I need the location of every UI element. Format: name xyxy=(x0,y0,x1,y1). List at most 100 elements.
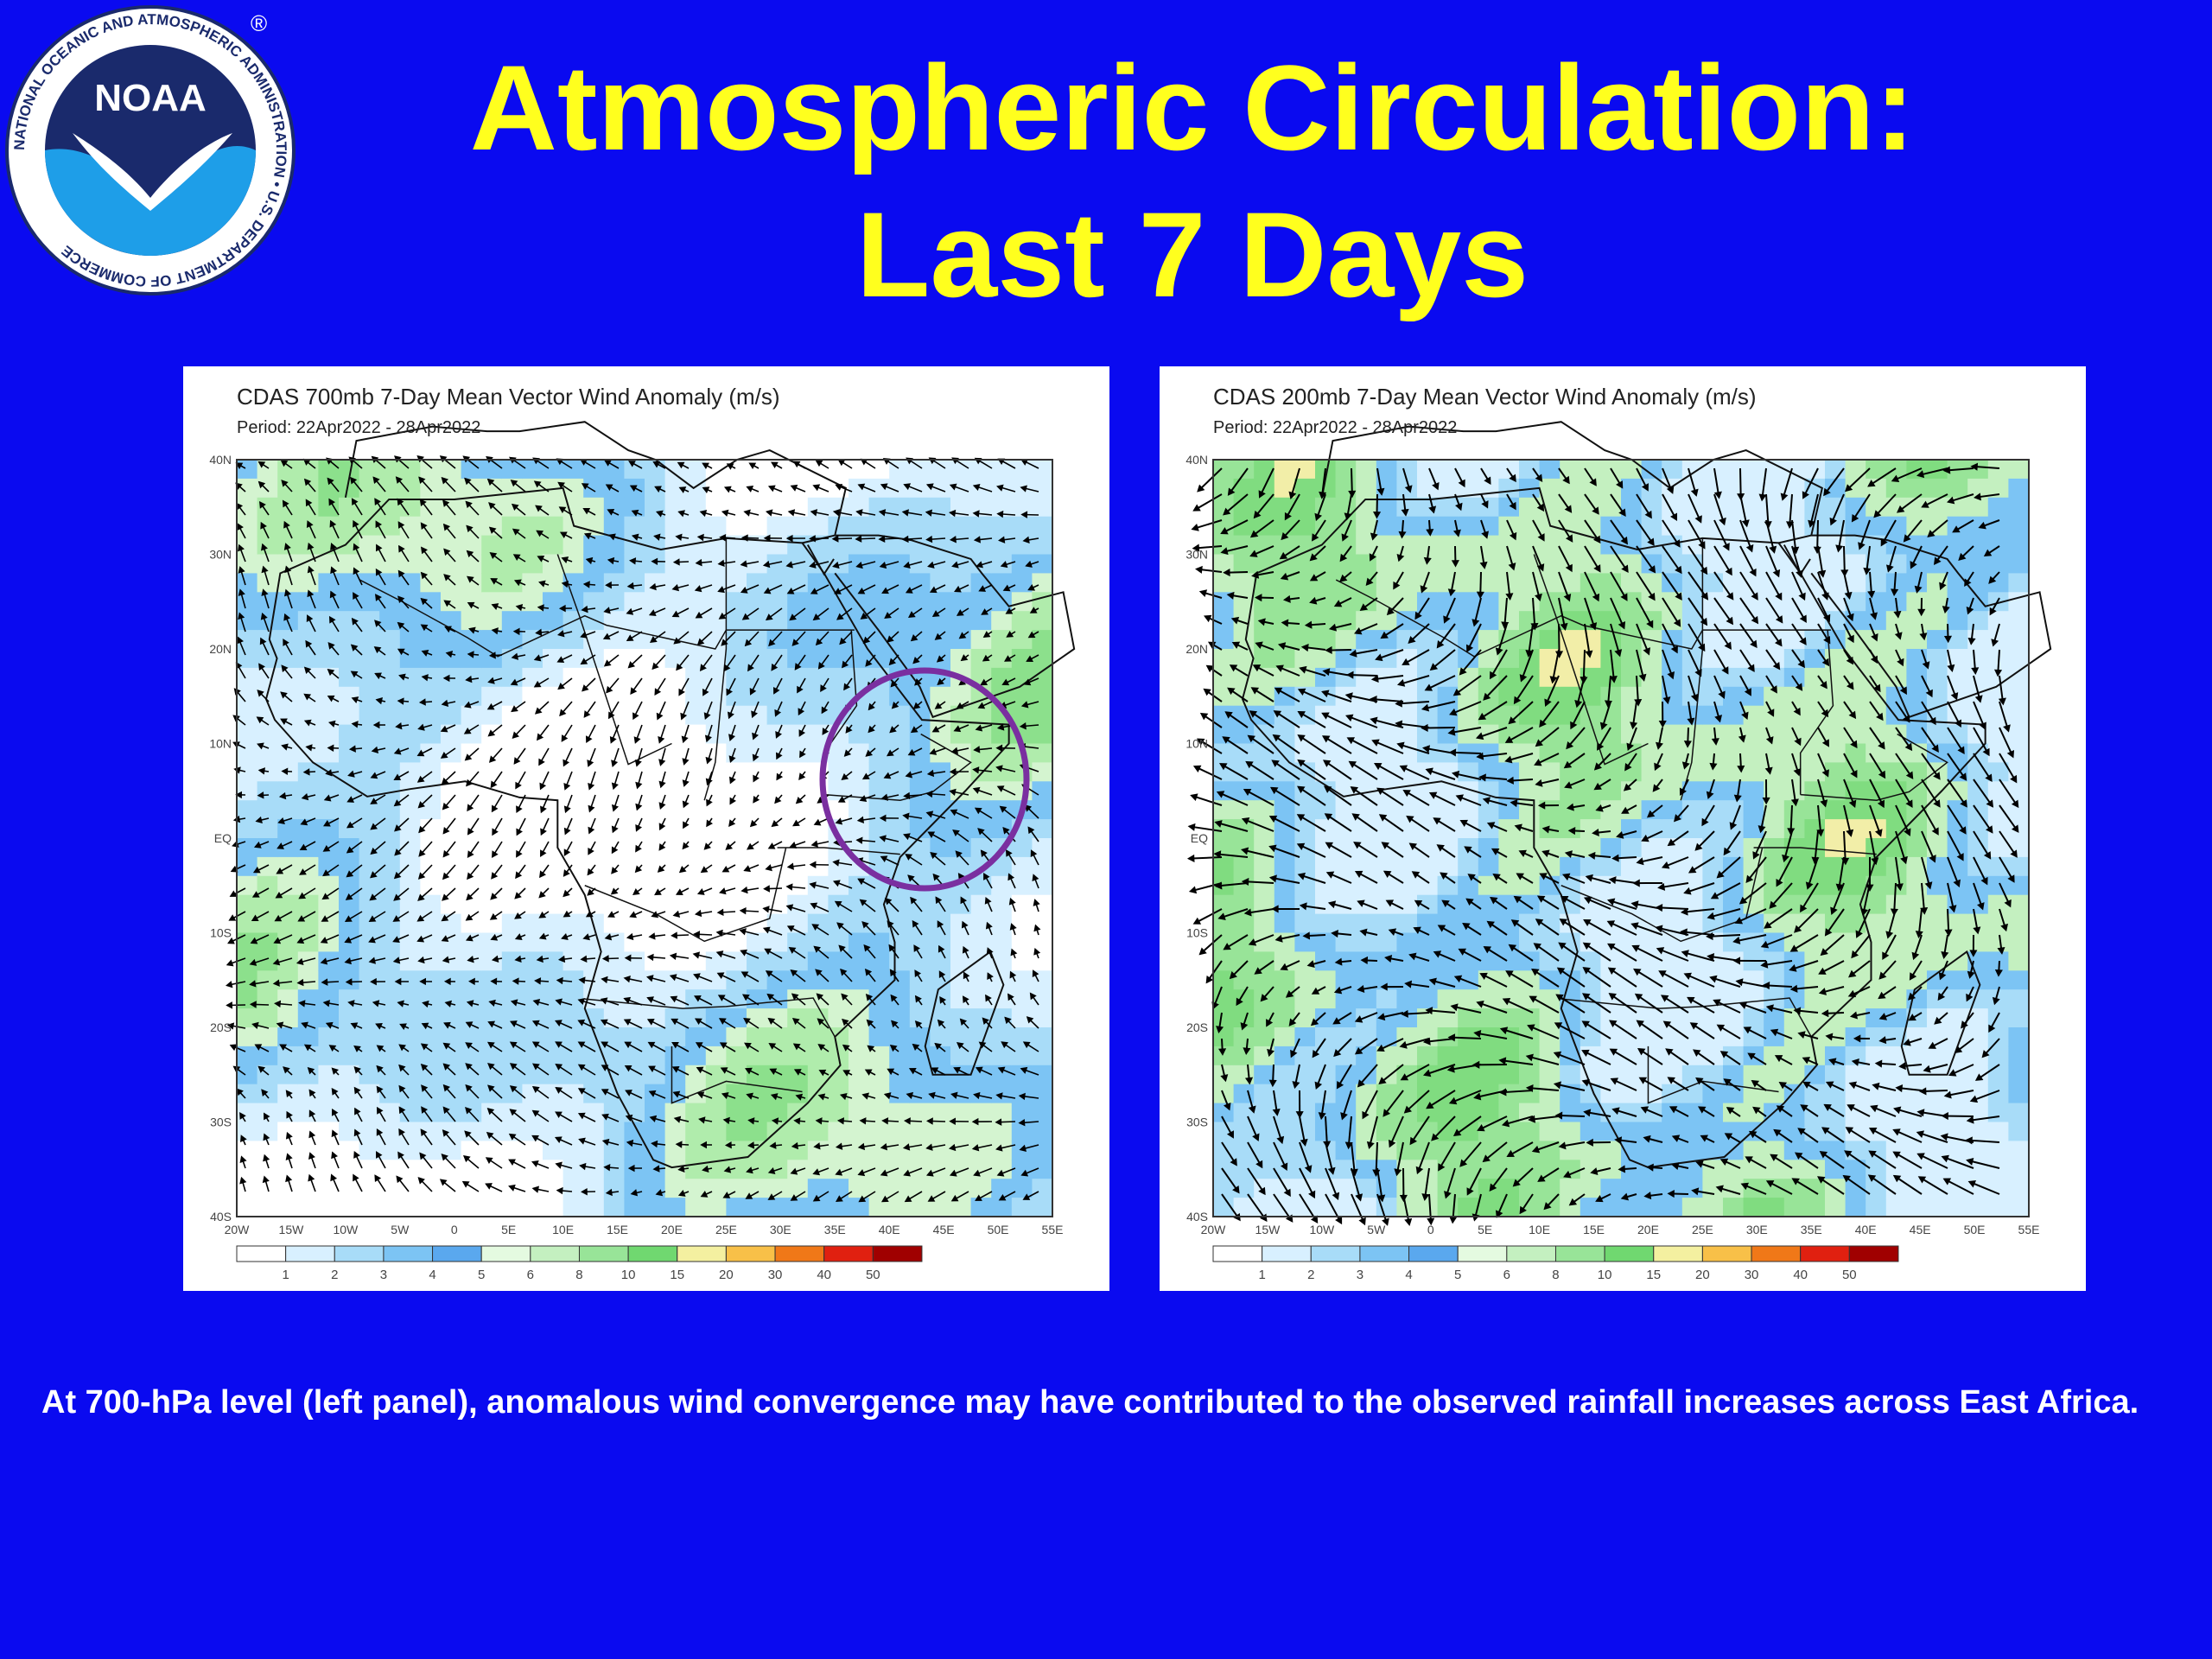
colorbar-swatch xyxy=(872,1245,923,1262)
lon-tick-label: 25E xyxy=(715,1223,737,1236)
lat-tick-label: 40N xyxy=(1185,453,1208,467)
lon-tick-label: 10E xyxy=(552,1223,574,1236)
lon-tick-label: 30E xyxy=(1746,1223,1768,1236)
lat-tick-label: 40S xyxy=(210,1210,232,1224)
panel-title-200mb: CDAS 200mb 7-Day Mean Vector Wind Anomal… xyxy=(1213,384,1757,410)
colorbar-label: 20 xyxy=(719,1268,734,1282)
lon-tick-label: 5E xyxy=(1478,1223,1492,1236)
lon-tick-label: 5W xyxy=(391,1223,410,1236)
colorbar-swatch xyxy=(383,1245,434,1262)
noaa-logo: NOAA NATIONAL OCEANIC AND ATMOSPHERIC AD… xyxy=(3,3,297,297)
colorbar-swatch xyxy=(677,1245,727,1262)
lat-tick-label: 10N xyxy=(209,737,232,751)
colorbar-swatch xyxy=(1604,1245,1655,1262)
panel-title-700mb: CDAS 700mb 7-Day Mean Vector Wind Anomal… xyxy=(237,384,780,410)
colorbar-label: 1 xyxy=(282,1268,289,1282)
colorbar-swatch xyxy=(334,1245,385,1262)
colorbar-swatch xyxy=(627,1245,678,1262)
panel-period-700mb: Period: 22Apr2022 - 28Apr2022 xyxy=(237,418,481,437)
lon-tick-label: 45E xyxy=(933,1223,955,1236)
lat-tick-label: 30S xyxy=(210,1116,232,1129)
slide-caption: At 700-hPa level (left panel), anomalous… xyxy=(41,1384,2139,1421)
lon-tick-label: 35E xyxy=(824,1223,846,1236)
colorbar-label: 2 xyxy=(331,1268,338,1282)
colorbar: 1 2 3 4 5 6 8 10 15 20 30 40 50 xyxy=(236,1245,923,1282)
lon-tick-label: 0 xyxy=(1427,1223,1434,1236)
lon-tick-label: 5W xyxy=(1367,1223,1386,1236)
lat-tick-label: 30N xyxy=(209,548,232,562)
map-200mb: 40N 30N 20N 10N EQ 10S 20S 30S 40S 20W 15W 10W 5W 0 5E… xyxy=(1160,366,2086,1291)
lon-tick-label: 50E xyxy=(1964,1223,1986,1236)
title-line-2: Last 7 Days xyxy=(855,187,1529,322)
lat-tick-label: 40N xyxy=(209,453,232,467)
map-frame xyxy=(1212,459,2030,1217)
lon-tick-label: 10W xyxy=(333,1223,359,1236)
lon-tick-label: 35E xyxy=(1801,1223,1822,1236)
colorbar-swatch xyxy=(530,1245,580,1262)
colorbar-label: 50 xyxy=(866,1268,880,1282)
colorbar-label: 40 xyxy=(1793,1268,1808,1282)
colorbar-label: 1 xyxy=(1258,1268,1265,1282)
colorbar-label: 15 xyxy=(670,1268,684,1282)
title-line-1: Atmospheric Circulation: xyxy=(469,40,1916,175)
colorbar-label: 30 xyxy=(768,1268,783,1282)
lon-tick-label: 0 xyxy=(451,1223,458,1236)
lon-tick-label: 20W xyxy=(225,1223,251,1236)
logo-text: NOAA xyxy=(94,77,207,119)
lon-tick-label: 55E xyxy=(2018,1223,2040,1236)
lon-tick-label: 5E xyxy=(501,1223,516,1236)
slide-title: Atmospheric Circulation: Last 7 Days xyxy=(311,35,2074,328)
lon-tick-label: 40E xyxy=(1855,1223,1877,1236)
colorbar-label: 5 xyxy=(478,1268,485,1282)
lon-tick-label: 50E xyxy=(988,1223,1009,1236)
colorbar-label: 15 xyxy=(1646,1268,1661,1282)
colorbar-swatch xyxy=(725,1245,776,1262)
anomaly-field xyxy=(237,460,1053,1217)
lat-tick-label: 10S xyxy=(1186,926,1208,940)
colorbar-swatch xyxy=(1506,1245,1556,1262)
colorbar: 1 2 3 4 5 6 8 10 15 20 30 40 50 xyxy=(1212,1245,1899,1282)
lon-tick-label: 10W xyxy=(1309,1223,1335,1236)
lon-tick-label: 15W xyxy=(1255,1223,1281,1236)
lat-tick-label: 30N xyxy=(1185,548,1208,562)
anomaly-field xyxy=(1213,460,2030,1217)
colorbar-swatch xyxy=(1457,1245,1508,1262)
colorbar-label: 8 xyxy=(1552,1268,1559,1282)
colorbar-swatch xyxy=(1310,1245,1361,1262)
lat-tick-label: 20N xyxy=(209,642,232,656)
lat-tick-label: 30S xyxy=(1186,1116,1208,1129)
colorbar-label: 10 xyxy=(1598,1268,1612,1282)
colorbar-label: 2 xyxy=(1307,1268,1314,1282)
lon-tick-label: 30E xyxy=(770,1223,791,1236)
colorbar-swatch xyxy=(1408,1245,1459,1262)
lat-tick-label: 20S xyxy=(210,1020,232,1034)
lon-tick-label: 10E xyxy=(1529,1223,1550,1236)
panel-700mb: 40N 30N 20N 10N EQ 10S 20S 30S 40S 20W 15W 10W 5W 0 5E… xyxy=(183,366,1109,1291)
colorbar-swatch xyxy=(1359,1245,1410,1262)
colorbar-label: 10 xyxy=(621,1268,636,1282)
colorbar-swatch xyxy=(236,1245,287,1262)
panel-period-200mb: Period: 22Apr2022 - 28Apr2022 xyxy=(1213,418,1458,437)
lon-tick-label: 20W xyxy=(1201,1223,1227,1236)
colorbar-label: 6 xyxy=(527,1268,534,1282)
lon-tick-label: 40E xyxy=(879,1223,900,1236)
lat-tick-label: 20N xyxy=(1185,642,1208,656)
colorbar-label: 4 xyxy=(1405,1268,1412,1282)
map-frame xyxy=(236,459,1053,1217)
colorbar-swatch xyxy=(1212,1245,1263,1262)
colorbar-swatch xyxy=(1701,1245,1752,1262)
colorbar-label: 3 xyxy=(380,1268,387,1282)
wind-vectors xyxy=(1186,462,2019,1226)
panel-200mb: 40N 30N 20N 10N EQ 10S 20S 30S 40S 20W 15W 10W 5W 0 5E… xyxy=(1160,366,2086,1291)
lon-tick-label: 15E xyxy=(1583,1223,1605,1236)
colorbar-label: 5 xyxy=(1454,1268,1461,1282)
colorbar-swatch xyxy=(823,1245,874,1262)
colorbar-swatch xyxy=(1653,1245,1703,1262)
lat-tick-label: 10S xyxy=(210,926,232,940)
colorbar-swatch xyxy=(480,1245,531,1262)
colorbar-label: 50 xyxy=(1842,1268,1857,1282)
colorbar-swatch xyxy=(578,1245,629,1262)
lat-tick-label: 40S xyxy=(1186,1210,1208,1224)
lon-tick-label: 20E xyxy=(661,1223,683,1236)
lon-tick-label: 55E xyxy=(1042,1223,1064,1236)
